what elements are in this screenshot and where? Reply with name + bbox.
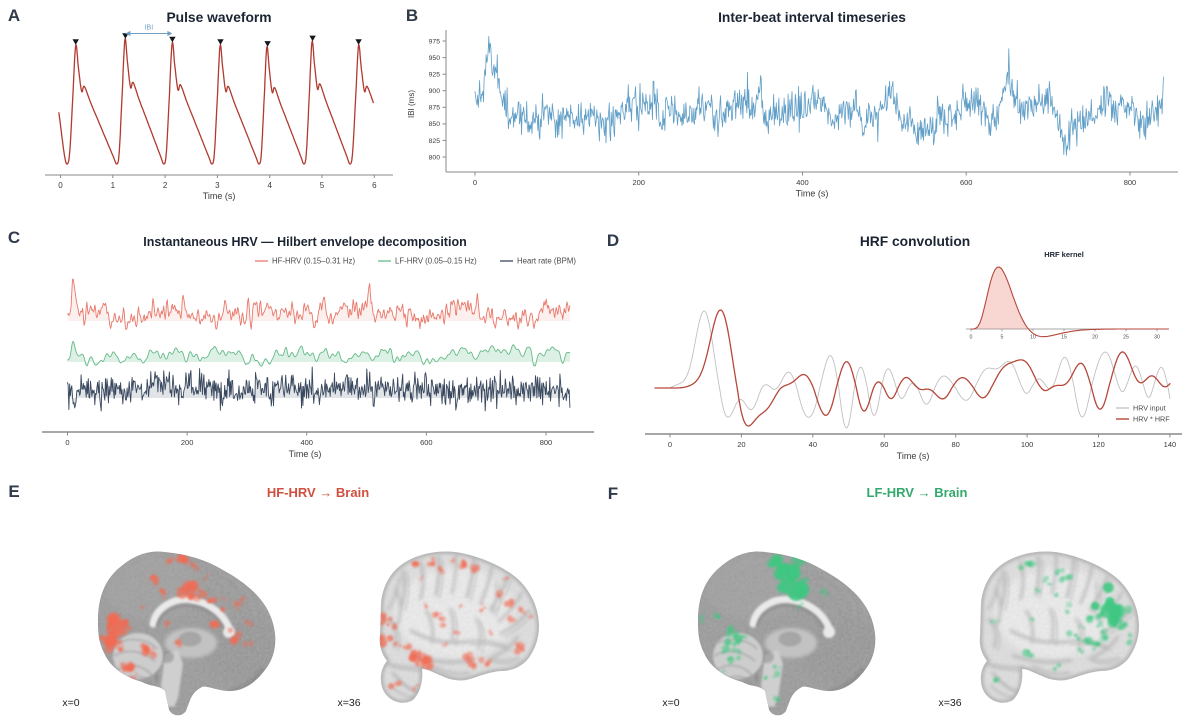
svg-text:100: 100 (1021, 440, 1034, 449)
svg-text:A: A (8, 6, 20, 25)
svg-text:0: 0 (65, 438, 69, 447)
svg-text:IBI (ms): IBI (ms) (407, 90, 416, 118)
svg-text:Time (s): Time (s) (289, 449, 322, 459)
svg-text:Heart rate (BPM): Heart rate (BPM) (517, 256, 576, 265)
svg-text:HF-HRV (0.15–0.31 Hz): HF-HRV (0.15–0.31 Hz) (272, 256, 355, 265)
svg-text:950: 950 (429, 55, 441, 62)
svg-text:B: B (406, 6, 418, 25)
svg-text:200: 200 (181, 438, 194, 447)
svg-text:40: 40 (809, 440, 817, 449)
svg-text:E: E (8, 482, 19, 501)
svg-text:0: 0 (473, 178, 477, 187)
svg-text:30: 30 (1154, 335, 1160, 341)
svg-text:x=0: x=0 (62, 697, 79, 709)
svg-text:IBI: IBI (145, 25, 154, 32)
svg-text:975: 975 (429, 38, 441, 45)
svg-text:HRV * HRF: HRV * HRF (1133, 415, 1170, 424)
svg-text:F: F (608, 484, 618, 503)
svg-text:C: C (8, 228, 20, 247)
svg-text:600: 600 (420, 438, 433, 447)
svg-text:800: 800 (540, 438, 553, 447)
svg-text:5: 5 (1001, 335, 1004, 341)
svg-text:20: 20 (1092, 335, 1098, 341)
svg-text:5: 5 (320, 181, 325, 190)
svg-text:850: 850 (429, 121, 441, 128)
svg-text:LF-HRV (0.05–0.15 Hz): LF-HRV (0.05–0.15 Hz) (395, 256, 477, 265)
svg-text:x=0: x=0 (662, 697, 679, 709)
svg-text:HF-HRV → Brain: HF-HRV → Brain (267, 485, 369, 500)
svg-text:0: 0 (970, 335, 973, 341)
svg-text:140: 140 (1164, 440, 1177, 449)
svg-text:875: 875 (429, 105, 441, 112)
svg-text:Time (s): Time (s) (796, 189, 829, 199)
svg-text:HRF kernel: HRF kernel (1044, 250, 1084, 259)
svg-text:200: 200 (632, 178, 645, 187)
svg-text:800: 800 (1124, 178, 1137, 187)
svg-text:x=36: x=36 (337, 697, 360, 709)
svg-text:0: 0 (668, 440, 672, 449)
svg-text:4: 4 (267, 181, 272, 190)
svg-text:Time (s): Time (s) (897, 451, 930, 461)
svg-text:800: 800 (429, 154, 441, 161)
svg-text:900: 900 (429, 88, 441, 95)
svg-text:600: 600 (960, 178, 973, 187)
svg-text:1: 1 (111, 181, 116, 190)
svg-text:HRV input: HRV input (1133, 404, 1166, 413)
svg-text:Inter-beat interval timeseries: Inter-beat interval timeseries (718, 10, 906, 25)
svg-text:80: 80 (952, 440, 960, 449)
svg-text:Instantaneous HRV — Hilbert en: Instantaneous HRV — Hilbert envelope dec… (143, 235, 466, 249)
svg-text:3: 3 (215, 181, 220, 190)
svg-text:HRF convolution: HRF convolution (860, 234, 970, 249)
svg-text:Time (s): Time (s) (203, 191, 236, 201)
svg-text:15: 15 (1061, 335, 1067, 341)
svg-text:400: 400 (796, 178, 809, 187)
svg-text:400: 400 (300, 438, 313, 447)
svg-text:25: 25 (1123, 335, 1129, 341)
svg-text:0: 0 (58, 181, 63, 190)
svg-text:6: 6 (372, 181, 377, 190)
svg-text:120: 120 (1092, 440, 1105, 449)
svg-text:Pulse waveform: Pulse waveform (166, 10, 271, 25)
svg-text:LF-HRV → Brain: LF-HRV → Brain (867, 485, 968, 500)
svg-text:60: 60 (880, 440, 888, 449)
svg-text:825: 825 (429, 138, 441, 145)
svg-text:20: 20 (737, 440, 745, 449)
svg-text:D: D (607, 231, 619, 250)
svg-text:925: 925 (429, 71, 441, 78)
svg-text:10: 10 (1030, 335, 1036, 341)
svg-text:x=36: x=36 (938, 697, 961, 709)
svg-text:2: 2 (163, 181, 168, 190)
